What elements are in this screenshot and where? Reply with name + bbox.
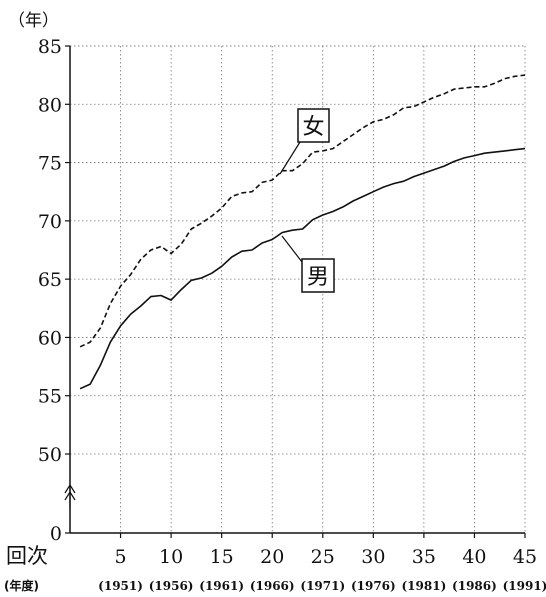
y-tick-label-60: 60 [38,327,62,349]
series-label-female: 女 [279,108,330,175]
series-label-male: 男 [281,235,335,293]
x-year-label-35: (1981) [402,579,447,593]
y-tick-label-85: 85 [38,36,62,58]
y-axis-unit-label: （年） [8,11,59,31]
y-tick-label-0: 0 [50,523,62,545]
y-tick-label-50: 50 [38,444,62,466]
axes [65,45,526,538]
x-tick-label-20: 20 [260,546,284,568]
x-tick-label-30: 30 [361,546,385,568]
y-tick-label-65: 65 [38,269,62,291]
x-axis-secondary-label: (年度) [4,578,39,593]
y-tick-label-55: 55 [38,386,62,408]
axis-break-arrow [64,483,76,508]
y-tick-label-70: 70 [38,211,62,233]
y-tick-label-80: 80 [38,94,62,116]
x-tick-label-5: 5 [115,546,127,568]
tick-labels: 0 50 55 60 65 70 75 80 85 5 10 15 20 25 30 35 40 45 (1951)… [38,36,546,593]
y-tick-label-75: 75 [38,153,62,175]
x-tick-label-10: 10 [159,546,183,568]
x-year-label-10: (1956) [149,579,194,593]
x-year-label-15: (1961) [199,579,244,593]
series-name-female: 女 [302,115,324,140]
series-name-male: 男 [307,265,329,290]
x-tick-label-15: 15 [210,546,234,568]
x-tick-label-35: 35 [412,546,436,568]
x-tick-label-40: 40 [462,546,486,568]
x-year-label-25: (1971) [300,579,345,593]
x-tick-label-45: 45 [513,546,537,568]
x-year-label-45: (1991) [503,579,546,593]
x-year-label-40: (1986) [452,579,497,593]
series-lines [79,74,526,390]
x-year-label-20: (1966) [250,579,295,593]
x-tick-label-25: 25 [311,546,335,568]
x-year-label-30: (1976) [351,579,396,593]
series-line-male [79,147,526,390]
x-axis-label: 回次 [6,544,48,568]
x-year-label-5: (1951) [98,579,143,593]
